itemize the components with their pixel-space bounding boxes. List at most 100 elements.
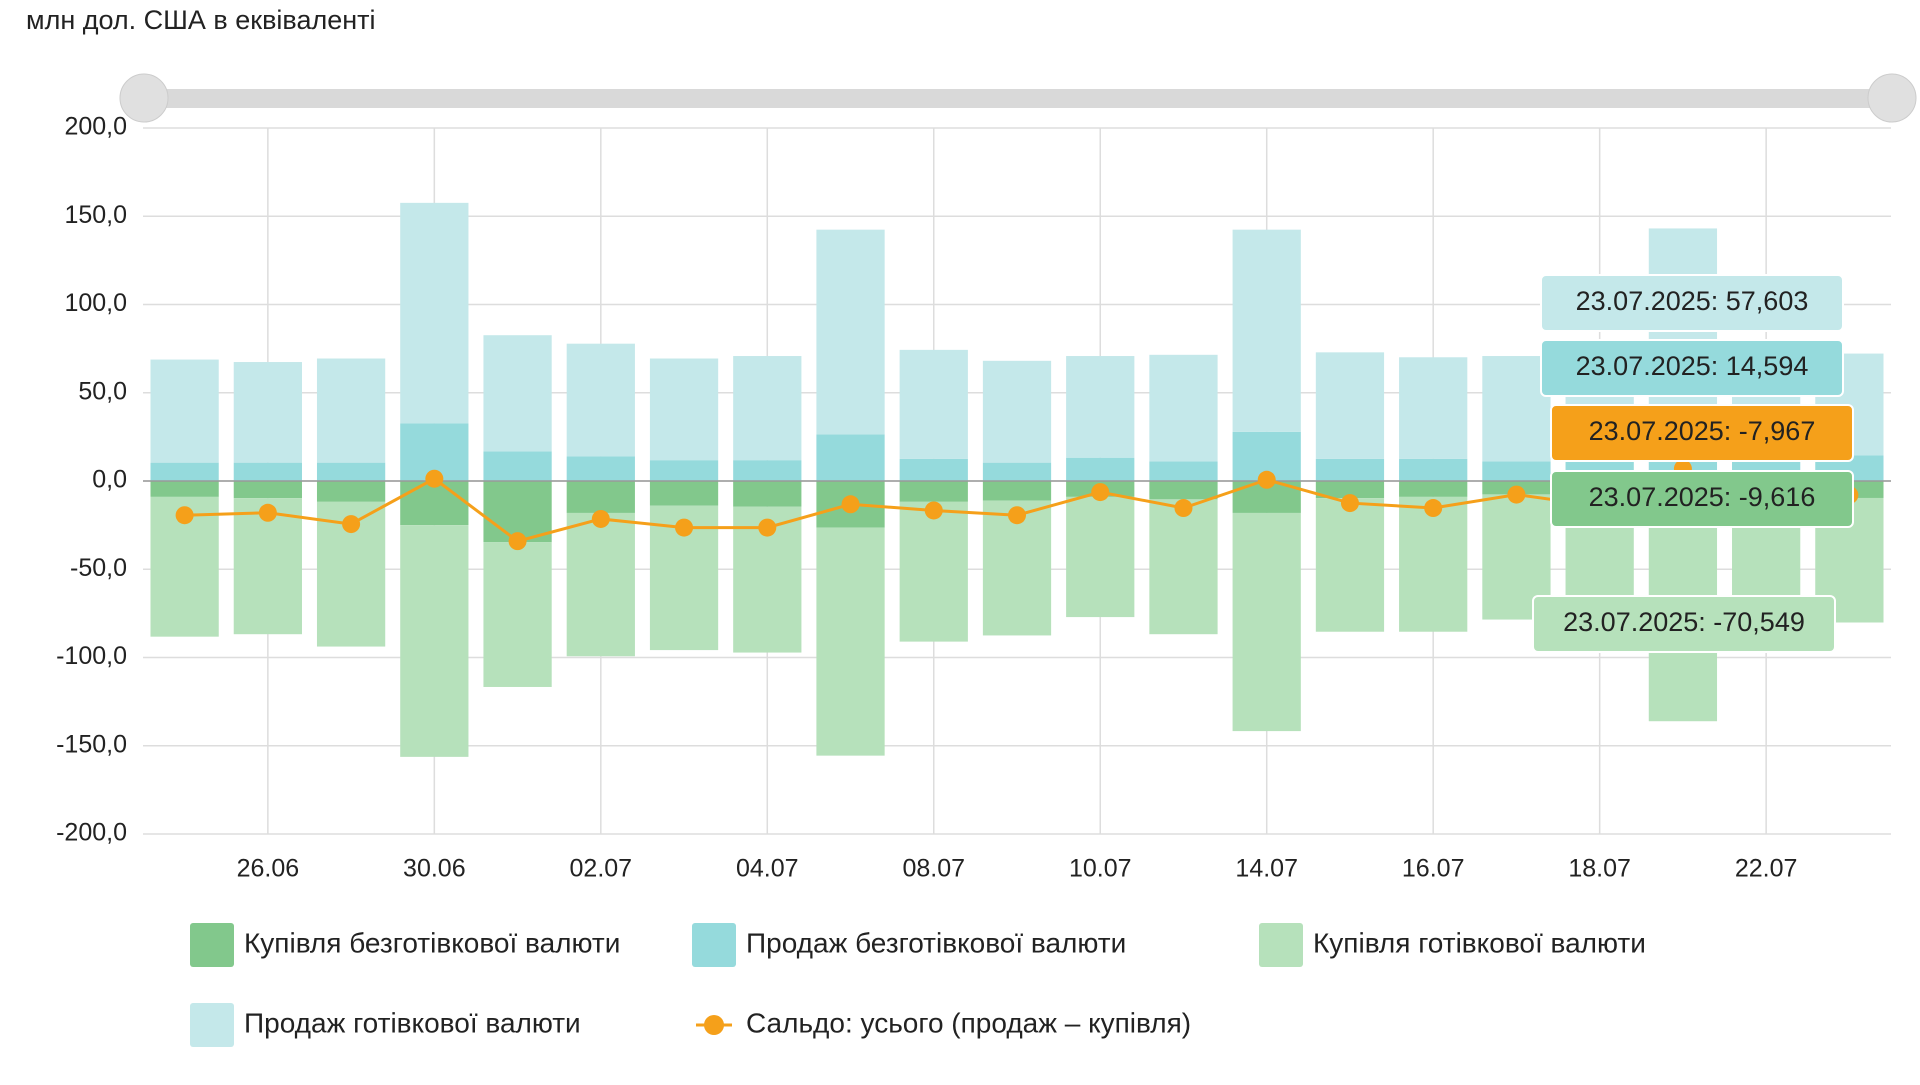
bar xyxy=(1315,481,1385,499)
bar xyxy=(982,481,1052,501)
y-tick-label: 0,0 xyxy=(92,466,127,494)
bar xyxy=(649,358,719,461)
legend-label: Продаж безготівкової валюти xyxy=(746,927,1126,958)
legend-item[interactable]: Купівля безготівкової валюти xyxy=(190,923,620,967)
point xyxy=(758,518,777,537)
bar xyxy=(1315,458,1385,481)
bar xyxy=(816,527,885,756)
x-tick-label: 18.07 xyxy=(1568,855,1631,883)
point xyxy=(1424,499,1443,518)
bar xyxy=(1315,498,1385,632)
point xyxy=(1507,485,1526,504)
tooltip-box xyxy=(1550,404,1854,462)
bar xyxy=(1482,356,1551,462)
x-tick-label: 22.07 xyxy=(1735,855,1798,883)
legend-marker xyxy=(704,1015,724,1035)
bar xyxy=(1399,458,1468,481)
bar xyxy=(1149,354,1218,462)
bar xyxy=(233,481,302,499)
x-tick-label: 10.07 xyxy=(1069,855,1132,883)
slider-handle[interactable] xyxy=(119,73,169,123)
bar xyxy=(150,481,219,497)
bar xyxy=(1399,496,1468,632)
bar xyxy=(1399,357,1468,459)
bar xyxy=(1066,356,1135,458)
bar xyxy=(483,542,552,687)
legend-swatch xyxy=(692,923,736,967)
range-slider[interactable] xyxy=(119,73,1917,123)
point xyxy=(1257,470,1276,489)
x-tick-label: 16.07 xyxy=(1402,855,1465,883)
bar xyxy=(316,481,386,502)
bar xyxy=(1149,499,1218,635)
y-tick-label: -100,0 xyxy=(56,642,127,670)
legend-swatch xyxy=(1259,923,1303,967)
legend-item[interactable]: Купівля готівкової валюти xyxy=(1259,923,1646,967)
bar xyxy=(233,462,302,481)
x-tick-label: 30.06 xyxy=(403,855,466,883)
bar xyxy=(982,462,1052,481)
x-tick-label: 08.07 xyxy=(902,855,965,883)
bar xyxy=(649,481,719,506)
legend-label: Купівля безготівкової валюти xyxy=(244,927,620,958)
tooltip-box xyxy=(1540,339,1844,397)
bar xyxy=(150,359,219,463)
tooltip-box xyxy=(1550,470,1854,528)
bar xyxy=(400,481,469,526)
legend-item[interactable]: Продаж готівкової валюти xyxy=(190,1003,581,1047)
bar xyxy=(233,362,302,463)
bar xyxy=(316,462,386,481)
legend-label: Продаж готівкової валюти xyxy=(244,1007,581,1038)
bar xyxy=(982,360,1052,463)
y-tick-label: 100,0 xyxy=(64,289,127,317)
bar xyxy=(566,456,635,481)
y-tick-label: 50,0 xyxy=(78,377,127,405)
point xyxy=(924,501,943,520)
bar xyxy=(1482,461,1551,481)
bar xyxy=(150,462,219,481)
legend-swatch xyxy=(190,923,234,967)
slider-track xyxy=(145,89,1885,108)
tooltip-text: 23.07.2025: -70,549 xyxy=(1563,607,1805,637)
bar xyxy=(566,481,635,513)
bar xyxy=(899,458,968,481)
tooltip-text: 23.07.2025: -7,967 xyxy=(1589,416,1816,446)
point xyxy=(841,495,860,514)
y-tick-label: -150,0 xyxy=(56,730,127,758)
bar xyxy=(733,481,802,507)
point xyxy=(342,515,361,534)
point xyxy=(425,469,444,488)
bar xyxy=(483,335,552,452)
tooltip-text: 23.07.2025: -9,616 xyxy=(1589,482,1816,512)
x-tick-label: 26.06 xyxy=(237,855,300,883)
slider-handle[interactable] xyxy=(1867,73,1917,123)
tooltip-box xyxy=(1540,274,1844,332)
bar xyxy=(1232,229,1301,432)
bar xyxy=(483,451,552,481)
legend-label: Купівля готівкової валюти xyxy=(1313,927,1646,958)
tooltip: 23.07.2025: 57,603 xyxy=(1540,274,1844,332)
point xyxy=(1174,499,1193,518)
point xyxy=(1008,506,1026,525)
bar xyxy=(316,358,386,463)
bar xyxy=(1399,481,1468,497)
bar xyxy=(1149,481,1218,500)
legend-label: Сальдо: усього (продаж – купівля) xyxy=(746,1007,1191,1038)
tooltip: 23.07.2025: -9,616 xyxy=(1550,470,1854,528)
tooltip-box xyxy=(1532,595,1836,653)
bar xyxy=(400,202,469,424)
bar xyxy=(899,349,968,459)
y-tick-label: 200,0 xyxy=(64,113,127,141)
bar xyxy=(1149,461,1218,481)
y-tick-label: -50,0 xyxy=(70,554,127,582)
tooltip-text: 23.07.2025: 14,594 xyxy=(1576,351,1809,381)
y-tick-label: -200,0 xyxy=(56,819,127,847)
bar xyxy=(566,343,635,457)
tooltip: 23.07.2025: -70,549 xyxy=(1532,595,1836,653)
tooltip: 23.07.2025: 14,594 xyxy=(1540,339,1844,397)
legend-item[interactable]: Сальдо: усього (продаж – купівля) xyxy=(696,1007,1191,1038)
bar xyxy=(899,501,968,642)
bar xyxy=(566,512,635,657)
legend-item[interactable]: Продаж безготівкової валюти xyxy=(692,923,1126,967)
